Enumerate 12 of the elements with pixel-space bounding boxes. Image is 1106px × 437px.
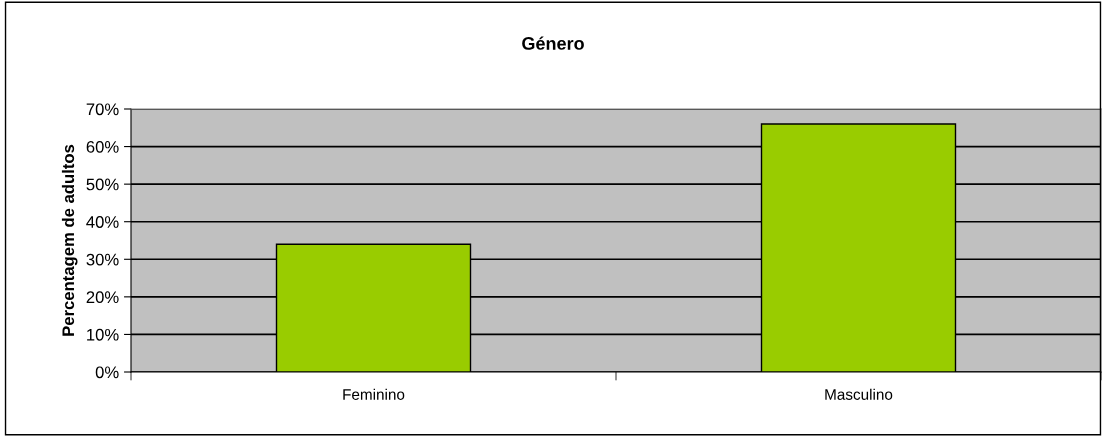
- y-tick-label: 30%: [86, 253, 119, 266]
- x-tick-label: Masculino: [825, 388, 893, 400]
- chart-title: Género: [522, 36, 584, 50]
- y-tick-label: 50%: [86, 178, 119, 191]
- x-tick-label: Feminino: [343, 388, 405, 400]
- y-tick-label: 10%: [87, 328, 119, 341]
- y-tick-label: 60%: [86, 140, 119, 153]
- y-tick-label: 0%: [95, 366, 119, 379]
- y-axis-title: Percentagem de adultos: [61, 144, 78, 336]
- y-tick-label: 40%: [86, 216, 119, 228]
- y-tick-label: 70%: [86, 103, 119, 116]
- y-tick-label: 20%: [86, 291, 119, 304]
